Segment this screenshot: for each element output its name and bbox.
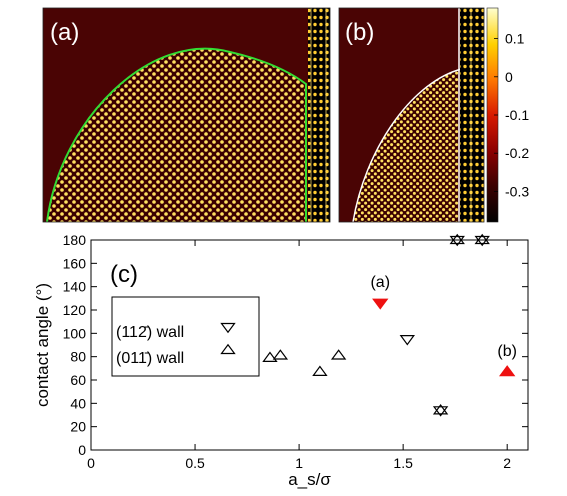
legend-markers [220, 322, 236, 355]
legend: (112̄) wall (011̄) wall [111, 296, 260, 377]
data-point-112-wall [449, 235, 465, 247]
legend-label-011: (011̄) wall [116, 350, 184, 367]
y-tick-label: 100 [63, 325, 87, 341]
data-point-011-wall [474, 233, 490, 245]
data-point-011-wall [330, 349, 347, 360]
data-point-112-wall [399, 335, 415, 346]
y-tick-label: 0 [78, 442, 86, 458]
legend-label-112: (112̄) wall [116, 324, 184, 341]
plot-c: 0 0.5 1 1.5 2020406080100120140160180a_s/σco… [33, 232, 529, 489]
highlighted-point [498, 365, 516, 377]
y-tick-label: 140 [63, 279, 87, 295]
colorbar-ticks: 0.1 0 -0.1 -0.2 -0.3 [494, 31, 529, 199]
data-point-011-wall [272, 349, 289, 360]
panel-b-droplet [353, 70, 458, 222]
y-tick-label: 80 [70, 349, 86, 365]
highlighted-point [372, 298, 389, 310]
x-tick-label: 2 [503, 455, 511, 471]
data-point-011-wall [262, 351, 278, 362]
panel-a-label: (a) [50, 19, 79, 46]
panel-a-contour [46, 47, 307, 222]
data-point-112-wall [474, 235, 490, 247]
colorbar-tick-label: -0.1 [505, 107, 529, 123]
y-axis-label: contact angle (°) [33, 283, 52, 407]
colorbar-tick-label: 0.1 [505, 31, 525, 47]
x-tick-label: 1 [295, 455, 303, 471]
y-tick-label: 40 [70, 395, 86, 411]
panel-a-droplet [47, 48, 306, 222]
panel-b [339, 8, 484, 222]
legend-marker-011 [220, 343, 236, 355]
x-axis-label: a_s/σ [288, 470, 331, 489]
y-tick-label: 160 [63, 255, 87, 271]
panel-a [43, 8, 330, 222]
panel-b-label: (b) [345, 19, 374, 46]
colorbar-tick-label: -0.2 [505, 145, 529, 161]
plot-c-frame [90, 239, 529, 451]
data-point-011-wall [432, 404, 449, 415]
highlighted-point-label: (b) [497, 343, 517, 360]
panel-b-wall [460, 8, 484, 222]
colorbar-tick-label: -0.3 [505, 183, 529, 199]
x-tick-label: 0 [87, 455, 95, 471]
y-tick-label: 60 [70, 372, 86, 388]
y-tick-label: 180 [63, 232, 87, 248]
data-point-011-wall [312, 365, 328, 376]
highlighted-point-label: (a) [370, 274, 390, 291]
y-tick-label: 120 [63, 302, 87, 318]
legend-box [111, 296, 260, 377]
data-point-011-wall [449, 233, 465, 245]
legend-marker-112 [220, 322, 236, 334]
x-tick-label: 1.5 [393, 455, 413, 471]
panel-c-label: (c) [110, 261, 138, 288]
colorbar-tick-label: 0 [505, 69, 513, 85]
x-tick-label: 0.5 [185, 455, 205, 471]
panel-a-wall [308, 8, 330, 222]
y-tick-label: 20 [70, 419, 86, 435]
data-point-112-wall [432, 406, 449, 417]
